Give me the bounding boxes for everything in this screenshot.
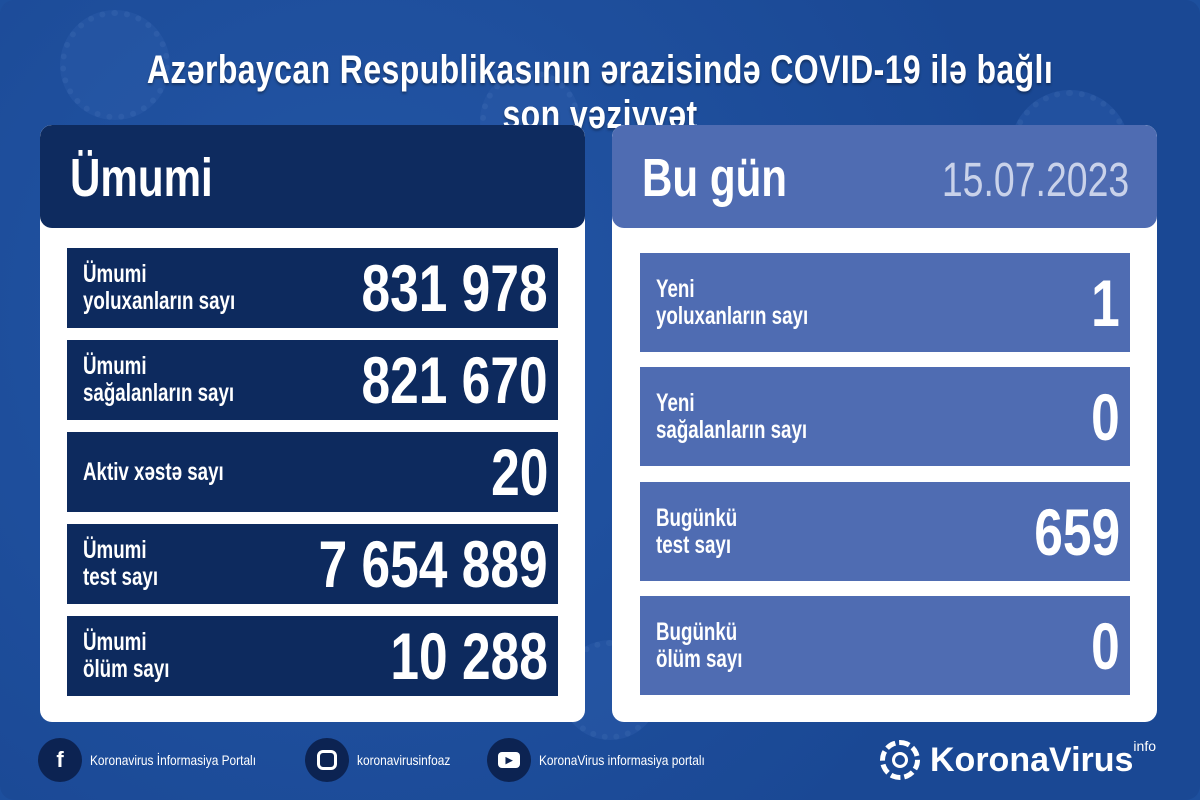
stat-row: Yeni sağalanların sayı 0 [640, 367, 1130, 466]
total-panel: Ümumi Ümumi yoluxanların sayı 831 978 Ümu… [40, 125, 585, 722]
sun-icon [880, 740, 920, 780]
stat-row: Yeni yoluxanların sayı 1 [640, 253, 1130, 352]
total-heading: Ümumi [70, 148, 213, 208]
stat-label: Ümumi test sayı [83, 536, 159, 591]
youtube-link[interactable]: ▶ KoronaVirus informasiya portalı [487, 738, 734, 782]
stat-row: Bugünkü test sayı 659 [640, 482, 1130, 581]
stat-value: 10 288 [390, 619, 548, 693]
date: 15.07.2023 [941, 154, 1129, 207]
stat-label: Bugünkü test sayı [656, 503, 738, 559]
stat-label: Ümumi yoluxanların sayı [83, 260, 236, 315]
stat-value: 1 [1091, 265, 1120, 340]
stat-value: 7 654 889 [318, 527, 548, 601]
stat-value: 821 670 [361, 343, 548, 417]
footer: f Koronavirus İnformasiya Portalı koronav… [38, 738, 1160, 782]
stat-value: 20 [490, 435, 548, 509]
facebook-link[interactable]: f Koronavirus İnformasiya Portalı [38, 738, 285, 782]
logo-text: KoronaVirus [930, 740, 1134, 779]
facebook-label: Koronavirus İnformasiya Portalı [90, 752, 257, 768]
virus-decoration [60, 10, 170, 120]
stat-row: Bugünkü ölüm sayı 0 [640, 596, 1130, 695]
stat-row: Aktiv xəstə sayı 20 [67, 432, 558, 512]
total-header: Ümumi [40, 125, 585, 228]
stat-value: 831 978 [361, 251, 548, 325]
stat-value: 659 [1034, 494, 1120, 569]
stat-label: Ümumi ölüm sayı [83, 628, 170, 683]
koronavirus-logo: KoronaVirus info [880, 738, 1156, 780]
stat-label: Ümumi sağalanların sayı [83, 352, 235, 407]
instagram-icon [305, 738, 350, 782]
instagram-link[interactable]: koronavirusinfoaz [305, 738, 467, 782]
stat-label: Bugünkü ölüm sayı [656, 617, 743, 673]
stat-value: 0 [1091, 608, 1120, 683]
youtube-icon: ▶ [487, 738, 532, 782]
today-header: Bu gün 15.07.2023 [612, 125, 1157, 228]
youtube-label: KoronaVirus informasiya portalı [539, 752, 705, 768]
stat-row: Ümumi test sayı 7 654 889 [67, 524, 558, 604]
instagram-label: koronavirusinfoaz [357, 752, 451, 768]
stat-value: 0 [1091, 379, 1120, 454]
stat-row: Ümumi yoluxanların sayı 831 978 [67, 248, 558, 328]
stat-row: Ümumi sağalanların sayı 821 670 [67, 340, 558, 420]
stat-label: Yeni yoluxanların sayı [656, 274, 809, 330]
today-heading: Bu gün [642, 148, 788, 208]
stat-label: Yeni sağalanların sayı [656, 388, 808, 444]
today-panel: Bu gün 15.07.2023 Yeni yoluxanların sayı 1… [612, 125, 1157, 722]
stat-label: Aktiv xəstə sayı [83, 457, 224, 486]
stat-row: Ümumi ölüm sayı 10 288 [67, 616, 558, 696]
facebook-icon: f [38, 738, 82, 782]
logo-sup: info [1133, 738, 1156, 754]
